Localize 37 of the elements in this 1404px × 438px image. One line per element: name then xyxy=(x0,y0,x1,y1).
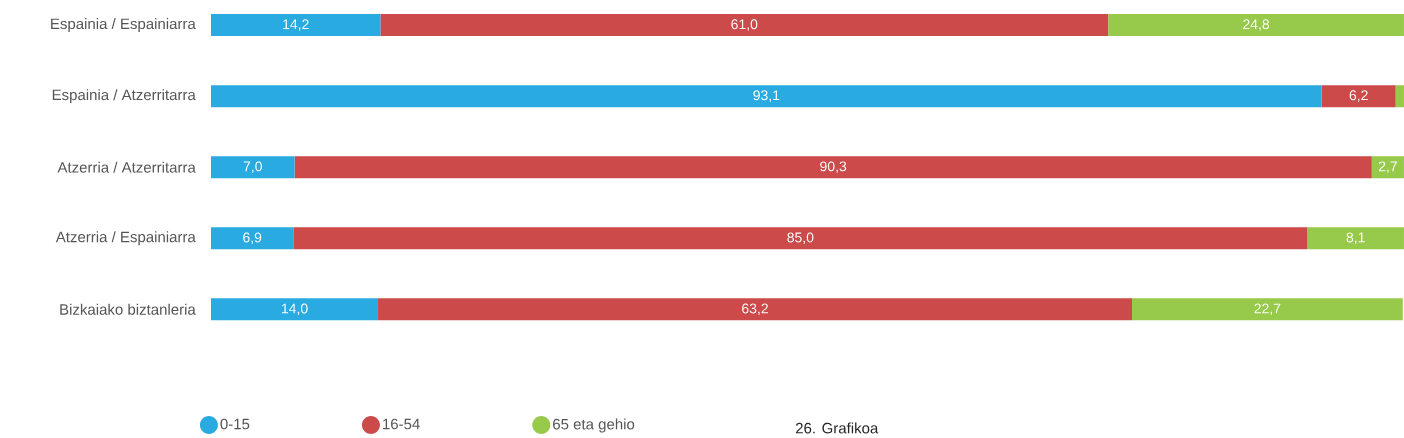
bar xyxy=(1371,156,1404,179)
legend-label: 0-15 xyxy=(220,418,250,430)
data-label: 7,0 xyxy=(243,161,262,173)
bar xyxy=(211,298,379,321)
y-tick-label: Atzerria / Espainiarra xyxy=(55,231,196,246)
bar xyxy=(1307,227,1404,250)
data-label: 2,7 xyxy=(1378,161,1397,173)
bar xyxy=(380,14,1109,37)
data-label: 93,1 xyxy=(753,90,780,102)
data-label: 63,2 xyxy=(742,303,768,316)
data-label: 22,7 xyxy=(1254,303,1281,316)
bar xyxy=(211,85,1322,108)
data-label: 85,0 xyxy=(787,232,814,245)
y-tick-label: Espainia / Espainiarra xyxy=(51,18,196,33)
bar xyxy=(211,156,295,179)
bar xyxy=(293,227,1308,250)
data-label: 6,2 xyxy=(1349,90,1368,102)
bar xyxy=(1131,298,1403,321)
data-label: 6,9 xyxy=(243,232,262,245)
data-label: 8,1 xyxy=(1346,232,1365,245)
bar xyxy=(378,298,1132,321)
data-label: 14,0 xyxy=(281,303,308,316)
bar xyxy=(1321,85,1396,108)
data-label: 24,8 xyxy=(1243,19,1270,31)
bar xyxy=(1108,14,1404,37)
y-tick-label: Espainia / Atzerritarra xyxy=(52,89,196,104)
legend-label: 65 eta gehio xyxy=(553,418,635,433)
bar xyxy=(294,156,1372,179)
text: 26. Grafikoa xyxy=(795,422,879,434)
bar xyxy=(211,14,381,37)
legend-label: 16-54 xyxy=(383,418,420,430)
data-label: 61,0 xyxy=(731,19,758,31)
y-tick-label: Bizkaiako biztanleria xyxy=(60,303,196,315)
data-label: 90,3 xyxy=(820,161,847,173)
bar xyxy=(211,227,294,250)
y-tick-label: Atzerria / Atzerritarra xyxy=(57,161,196,173)
data-label: 14,2 xyxy=(283,19,309,31)
